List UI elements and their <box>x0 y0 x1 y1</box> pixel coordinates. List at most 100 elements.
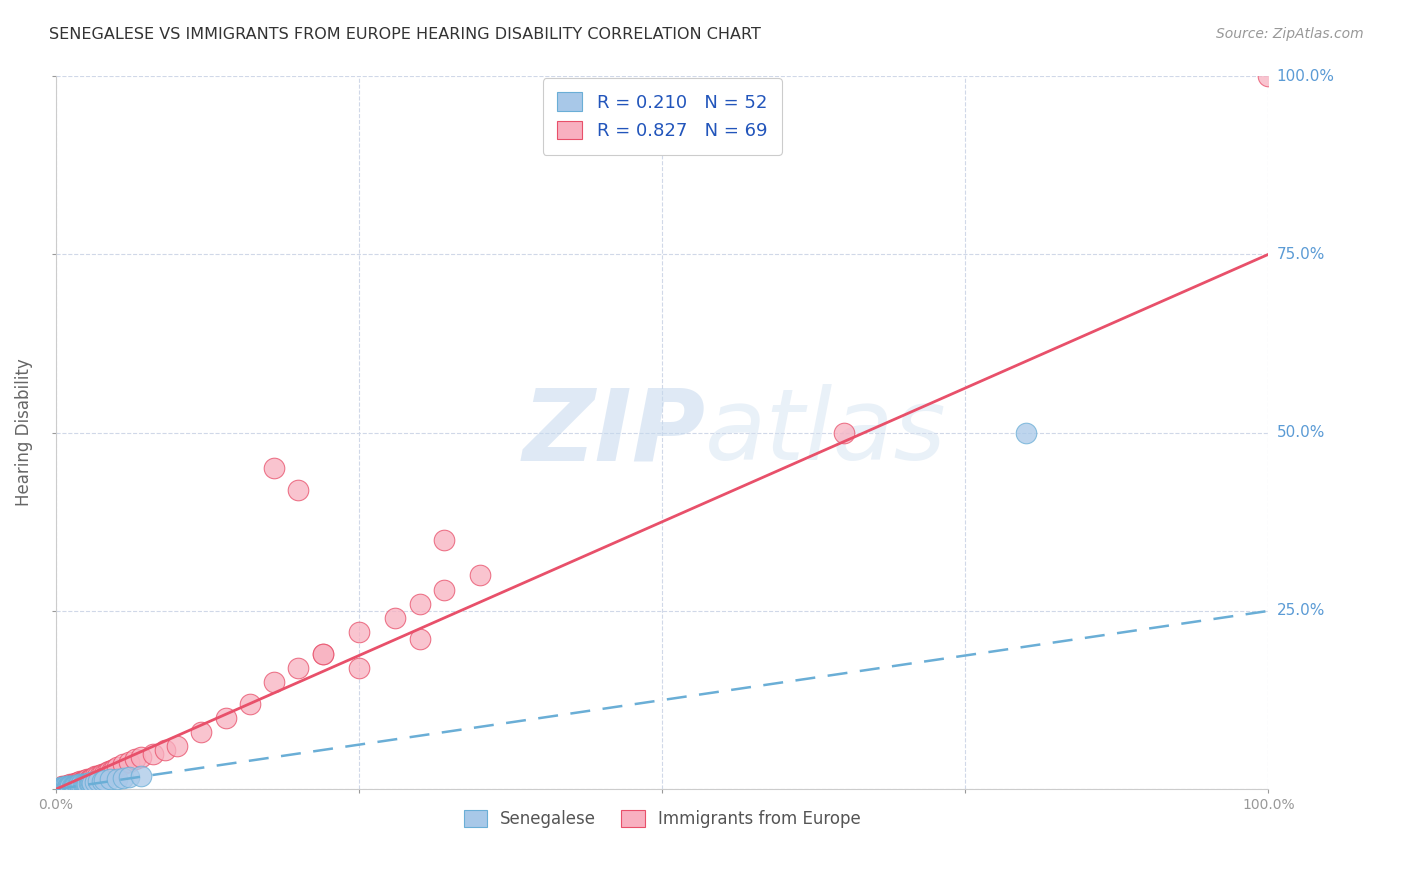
Point <box>49 780 72 794</box>
Point <box>56 778 79 792</box>
Point <box>60 780 83 794</box>
Point <box>65 776 87 790</box>
Point <box>49 780 72 794</box>
Y-axis label: Hearing Disability: Hearing Disability <box>15 359 32 507</box>
Point <box>65 779 87 793</box>
Point <box>51 780 73 795</box>
Point <box>347 661 370 675</box>
Point <box>98 764 121 778</box>
Point <box>51 780 73 795</box>
Point <box>46 781 69 796</box>
Point <box>56 780 79 794</box>
Point <box>58 780 80 794</box>
Point <box>52 780 75 794</box>
Point <box>87 774 110 789</box>
Point <box>100 772 122 787</box>
Point <box>105 772 128 786</box>
Text: SENEGALESE VS IMMIGRANTS FROM EUROPE HEARING DISABILITY CORRELATION CHART: SENEGALESE VS IMMIGRANTS FROM EUROPE HEA… <box>49 27 761 42</box>
Point <box>45 782 67 797</box>
Point <box>53 781 76 796</box>
Point <box>103 762 125 776</box>
Text: atlas: atlas <box>704 384 946 481</box>
Point <box>190 725 212 739</box>
Point <box>55 780 77 795</box>
Point <box>79 776 101 790</box>
Point <box>63 777 86 791</box>
Point <box>311 647 333 661</box>
Point <box>66 778 89 792</box>
Text: 25.0%: 25.0% <box>1277 603 1324 618</box>
Point <box>67 776 90 790</box>
Point <box>72 773 94 788</box>
Point <box>263 675 285 690</box>
Point <box>67 777 90 791</box>
Point <box>287 483 309 497</box>
Text: Source: ZipAtlas.com: Source: ZipAtlas.com <box>1216 27 1364 41</box>
Point <box>56 779 79 793</box>
Point <box>73 774 96 789</box>
Point <box>52 780 75 795</box>
Point <box>49 781 72 796</box>
Point <box>76 776 98 790</box>
Point <box>408 597 430 611</box>
Point <box>105 760 128 774</box>
Point <box>75 776 97 790</box>
Point <box>111 757 134 772</box>
Point <box>56 780 79 794</box>
Point <box>111 771 134 785</box>
Point <box>53 779 76 793</box>
Point <box>239 697 262 711</box>
Point <box>60 778 83 792</box>
Point <box>56 780 79 794</box>
Point <box>46 781 69 796</box>
Point <box>58 779 80 793</box>
Point <box>48 780 70 795</box>
Point <box>83 775 105 789</box>
Point <box>76 772 98 787</box>
Point <box>77 776 100 790</box>
Point <box>311 647 333 661</box>
Point <box>124 752 146 766</box>
Point <box>59 777 82 791</box>
Text: 100.0%: 100.0% <box>1277 69 1334 84</box>
Point <box>48 780 70 795</box>
Point <box>287 661 309 675</box>
Point <box>1257 69 1279 83</box>
Point <box>142 747 165 761</box>
Point <box>83 769 105 783</box>
Point <box>62 776 84 790</box>
Text: 75.0%: 75.0% <box>1277 247 1324 262</box>
Point <box>433 582 456 597</box>
Point <box>166 739 188 754</box>
Point <box>80 775 103 789</box>
Text: 50.0%: 50.0% <box>1277 425 1324 440</box>
Point <box>129 750 152 764</box>
Point <box>408 632 430 647</box>
Point <box>56 780 79 794</box>
Point <box>59 780 82 794</box>
Point <box>82 771 104 785</box>
Point <box>69 774 91 789</box>
Point <box>470 568 492 582</box>
Point <box>56 780 79 795</box>
Point <box>96 765 118 780</box>
Point <box>73 777 96 791</box>
Point <box>53 780 76 794</box>
Point <box>52 780 75 794</box>
Point <box>51 780 73 794</box>
Text: ZIP: ZIP <box>523 384 706 481</box>
Point <box>91 773 114 788</box>
Point <box>93 772 115 787</box>
Point <box>55 780 77 794</box>
Point <box>832 425 855 440</box>
Point <box>55 780 77 794</box>
Point <box>73 772 96 787</box>
Point <box>46 781 69 796</box>
Point <box>93 766 115 780</box>
Point <box>79 772 101 786</box>
Point <box>433 533 456 547</box>
Point <box>62 779 84 793</box>
Point <box>118 755 141 769</box>
Legend: Senegalese, Immigrants from Europe: Senegalese, Immigrants from Europe <box>457 803 868 834</box>
Point <box>100 763 122 777</box>
